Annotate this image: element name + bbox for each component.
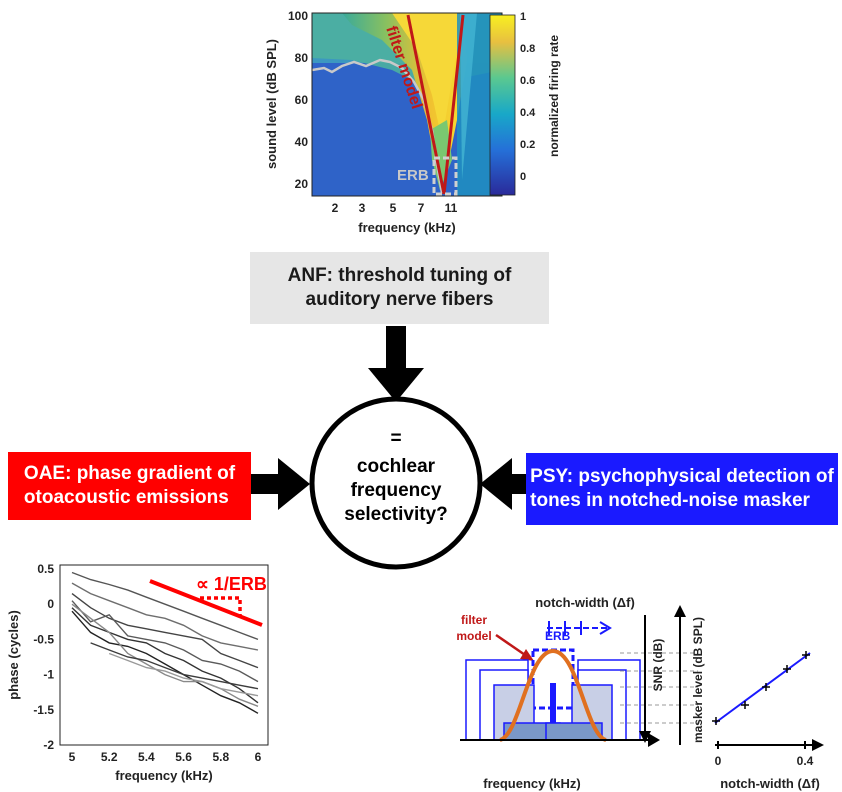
oae-series-line (71, 603, 259, 707)
colorbar-tick: 0.6 (520, 75, 535, 87)
anf-xtick: 11 (445, 201, 458, 215)
oae-ytick: -2 (43, 738, 54, 752)
arrow-right-head (278, 458, 310, 510)
oae-erb-annotation: ∝ 1/ERB (196, 574, 267, 594)
center-line1: cochlear (357, 456, 436, 477)
colorbar-label: normalized firing rate (547, 35, 561, 157)
oae-xtick: 5.2 (101, 750, 118, 764)
anf-ytick: 40 (295, 135, 309, 149)
psy-snr-label: SNR (dB) (651, 639, 665, 692)
oae-ytick: 0.5 (37, 562, 54, 576)
arrow-right (251, 474, 281, 494)
oae-ytick: -1.5 (33, 703, 54, 717)
psy-data-points (712, 651, 810, 725)
center-circle (309, 396, 483, 570)
oae-ytick: -0.5 (33, 632, 54, 646)
oae-xlabel: frequency (kHz) (115, 768, 213, 783)
oae-series-line (71, 600, 259, 683)
oae-xtick: 6 (255, 750, 262, 764)
oae-series-line (90, 642, 259, 690)
oae-box-line2: otoacoustic emissions (23, 487, 229, 508)
anf-xtick: 2 (332, 201, 339, 215)
anf-xtick: 3 (359, 201, 366, 215)
oae-series-line (71, 607, 259, 704)
psy-schematic: notch-width (Δf) filter model ERB SNR (d… (456, 595, 824, 791)
anf-ytick: 80 (295, 51, 309, 65)
oae-slope-triangle (200, 596, 242, 617)
oae-xtick: 5.6 (175, 750, 192, 764)
anf-box-line1: ANF: threshold tuning of (287, 265, 512, 287)
psy-xlabel-right: notch-width (Δf) (720, 776, 820, 791)
oae-phase-chart: 0.5 0 -0.5 -1 -1.5 -2 5 5.2 5.4 5.6 5.8 6 frequenc… (6, 562, 269, 783)
anf-xlabel: frequency (kHz) (358, 220, 456, 235)
arrow-down (386, 326, 406, 370)
oae-box: OAE: phase gradient of otoacoustic emiss… (8, 452, 251, 520)
arrow-left (510, 474, 527, 494)
anf-box-line2: auditory nerve fibers (305, 289, 494, 310)
colorbar-tick: 1 (520, 11, 526, 23)
psy-box: PSY: psychophysical detection of tones i… (526, 453, 838, 525)
oae-xtick: 5.8 (212, 750, 229, 764)
colorbar (489, 14, 516, 196)
center-line3: selectivity? (344, 504, 448, 525)
psy-erb-label: ERB (545, 629, 571, 643)
psy-fit-line (714, 652, 811, 724)
anf-box: ANF: threshold tuning of auditory nerve … (250, 252, 549, 324)
oae-xtick: 5.4 (138, 750, 155, 764)
center-line2: frequency (351, 480, 442, 501)
oae-series-line (71, 610, 259, 714)
psy-notch-title: notch-width (Δf) (535, 595, 635, 610)
anf-xtick: 7 (418, 201, 425, 215)
anf-xtick: 5 (390, 201, 397, 215)
colorbar-tick: 0.2 (520, 139, 535, 151)
oae-box-line1: OAE: phase gradient of (23, 463, 236, 485)
oae-xtick: 5 (69, 750, 76, 764)
colorbar-tick: 0.4 (520, 107, 536, 119)
colorbar-tick: 0.8 (520, 43, 535, 55)
anf-ylabel: sound level (dB SPL) (264, 39, 279, 169)
oae-ylabel: phase (cycles) (6, 610, 21, 700)
arrow-left-head (480, 458, 512, 510)
psy-box-line2: tones in notched-noise masker (530, 490, 810, 511)
psy-xtick: 0 (715, 754, 722, 768)
anf-ytick: 20 (295, 177, 309, 191)
psy-tone (550, 683, 556, 723)
psy-filter-model-line2: model (456, 629, 491, 643)
psy-box-line1: PSY: psychophysical detection of (530, 466, 834, 488)
oae-series-line (71, 593, 259, 669)
oae-slope-line (149, 579, 263, 627)
colorbar-tick: 0 (520, 171, 526, 183)
oae-series-group (71, 571, 259, 714)
arrow-down-head (368, 368, 424, 402)
anf-erb-label: ERB (397, 167, 429, 184)
anf-tuning-plot: 100 80 60 40 20 2 3 5 7 11 frequency (kH… (264, 9, 561, 235)
psy-notch-arrowhead (599, 621, 612, 635)
center-eq: = (390, 428, 401, 449)
anf-ytick: 60 (295, 93, 309, 107)
psy-xtick: 0.4 (797, 754, 814, 768)
oae-ytick: 0 (47, 597, 54, 611)
oae-ytick: -1 (43, 668, 54, 682)
psy-filter-curve (499, 648, 607, 742)
psy-xlabel-left: frequency (kHz) (483, 776, 581, 791)
oae-series-line (71, 571, 259, 641)
anf-ytick: 100 (288, 9, 308, 23)
oae-series-line (108, 652, 259, 697)
psy-filter-model-line1: filter (461, 613, 487, 627)
psy-masker-label: masker level (dB SPL) (691, 617, 705, 743)
center-diagram: = cochlear frequency selectivity? (251, 326, 527, 570)
oae-series-line (71, 582, 259, 651)
